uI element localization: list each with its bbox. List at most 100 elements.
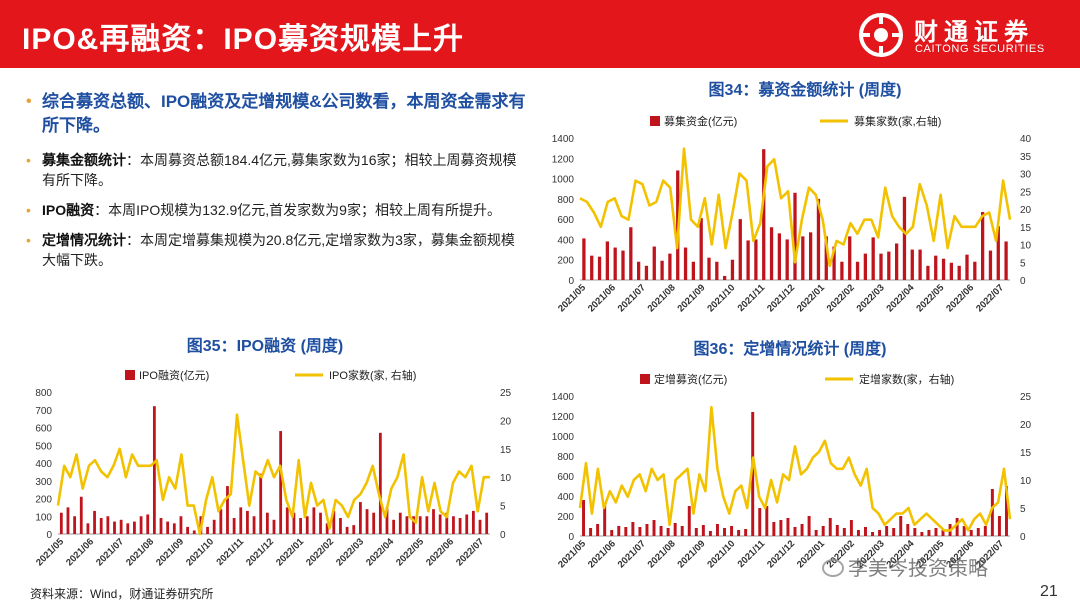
bar [816, 198, 821, 280]
y2-tick-label: 10 [500, 473, 512, 484]
bar [840, 261, 844, 280]
x-tick-label: 2021/07 [616, 282, 648, 314]
bar [730, 259, 735, 280]
y2-tick-label: 25 [1020, 392, 1032, 403]
bar [715, 524, 719, 536]
x-tick-label: 2021/07 [94, 536, 126, 568]
x-tick-label: 2021/10 [705, 538, 737, 570]
bar [292, 512, 296, 534]
bar [458, 518, 462, 534]
bar [596, 524, 600, 536]
bar [918, 249, 922, 280]
x-tick-label: 2021/09 [675, 538, 707, 570]
bar [239, 507, 243, 534]
watermark: 李美岑投资策略 [822, 552, 988, 581]
y2-tick-label: 25 [500, 388, 512, 399]
bar [345, 526, 349, 534]
bar [59, 512, 63, 534]
bar [793, 527, 797, 536]
page-title: IPO&再融资：IPO募资规模上升 [22, 23, 465, 56]
y2-tick-label: 15 [1020, 448, 1032, 459]
legend-bar-label: 定增募资(亿元) [654, 372, 727, 386]
bullet-text: ：本周IPO规模为132.9亿元,首发家数为9家；相较上周有所提升。 [94, 202, 501, 218]
bar [325, 523, 329, 534]
y-tick-label: 400 [557, 235, 574, 246]
y-tick-label: 0 [46, 530, 52, 541]
bar [902, 196, 907, 280]
bar [973, 261, 977, 280]
bar [319, 512, 322, 534]
bar [452, 516, 455, 534]
bar [432, 509, 435, 534]
bar [133, 521, 136, 534]
y2-tick-label: 20 [1020, 420, 1032, 431]
logo-chinese-name: 财通证券 [914, 18, 1034, 46]
data-source-note: 资料来源：Wind，财通证券研究所 [30, 587, 214, 601]
y-tick-label: 200 [35, 495, 52, 506]
bar [855, 261, 860, 280]
bar [996, 226, 1000, 280]
y2-tick-label: 40 [1020, 134, 1032, 145]
y-tick-label: 300 [35, 477, 52, 488]
bar [927, 530, 931, 536]
x-tick-label: 2021/11 [214, 536, 246, 568]
bar [786, 518, 790, 536]
y-tick-label: 500 [35, 441, 52, 452]
bar [106, 516, 110, 534]
bar [894, 243, 899, 280]
bar [285, 507, 289, 534]
bar [212, 519, 216, 534]
bar [465, 514, 469, 534]
chart-title-fig36: 图36：定增情况统计 (周度) [693, 341, 887, 358]
bar [385, 507, 389, 534]
x-tick-label: 2021/11 [736, 282, 768, 314]
x-tick-label: 2021/06 [586, 538, 618, 570]
x-tick-label: 2022/06 [944, 282, 976, 314]
x-tick-label: 2021/06 [64, 536, 96, 568]
y-tick-label: 600 [557, 472, 574, 483]
bar [192, 530, 196, 534]
bar [597, 256, 602, 280]
bar [179, 516, 183, 534]
bullet-ipo: IPO融资：本周IPO规模为132.9亿元,首发家数为9家；相较上周有所提升。 [26, 200, 526, 220]
bar [359, 502, 362, 534]
chart-fig34: 募集资金(亿元) 募集家数(家,右轴)0200400600800100012001… [552, 114, 1032, 314]
bullet-text: ：本周定增募集规模为20.8亿元,定增家数为3家，募集金额规模大幅下跌。 [42, 232, 515, 268]
y2-tick-label: 30 [1020, 170, 1032, 181]
chart-fig35: IPO融资(亿元) IPO家数(家, 右轴)0100200300400500600… [34, 368, 512, 568]
bar [418, 516, 422, 534]
bar [899, 516, 903, 536]
bar [988, 250, 993, 280]
bar [272, 519, 276, 534]
bar [631, 522, 635, 536]
bar [590, 255, 594, 280]
y2-tick-label: 10 [1020, 241, 1032, 252]
bar [835, 525, 839, 536]
bar [941, 530, 945, 536]
bar [687, 506, 691, 536]
bar [997, 516, 1001, 536]
bar [793, 192, 797, 280]
bar [86, 523, 90, 534]
y2-tick-label: 15 [500, 445, 512, 456]
legend-line-label: IPO家数(家, 右轴) [329, 368, 416, 382]
bar [824, 236, 828, 280]
bar [589, 528, 593, 536]
y-tick-label: 200 [557, 256, 574, 267]
bar [683, 247, 688, 280]
x-tick-label: 2022/07 [454, 536, 486, 568]
x-tick-label: 2021/09 [154, 536, 186, 568]
y-tick-label: 1000 [552, 175, 575, 186]
bar [691, 261, 696, 280]
bar [445, 512, 449, 534]
bar [976, 528, 980, 536]
bar [934, 528, 938, 536]
bar [119, 519, 123, 534]
bar [478, 519, 482, 534]
bar [708, 531, 712, 536]
y-tick-label: 1400 [552, 392, 575, 403]
bar [93, 510, 96, 534]
bar [279, 431, 283, 534]
bar [312, 507, 316, 534]
bullet-key: 募集金额统计 [42, 152, 126, 168]
